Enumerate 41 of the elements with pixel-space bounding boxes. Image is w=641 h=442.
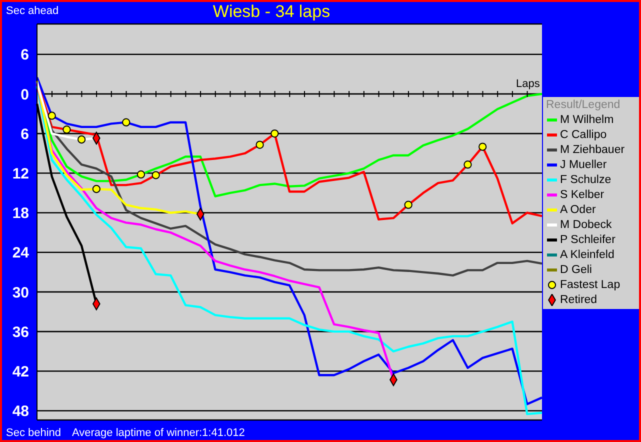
legend-label: J Mueller <box>560 158 607 170</box>
legend-label: Retired <box>560 294 598 306</box>
y-tick-label: 12 <box>12 165 29 182</box>
point <box>136 170 146 179</box>
legend-title: Result/Legend <box>546 99 622 111</box>
point <box>464 160 472 169</box>
y-tick-label: 30 <box>12 284 29 302</box>
point <box>92 184 100 194</box>
legend-label: F Schulze <box>560 174 612 186</box>
y-tick-label: 0 <box>20 86 29 104</box>
legend-label: M Wilhelm <box>560 114 614 126</box>
legend-label: M Ziehbauer <box>560 144 625 156</box>
y-tick-label: 48 <box>12 403 29 420</box>
legend-label: S Kelber <box>560 188 604 200</box>
legend-label: C Callipo <box>560 128 607 140</box>
legend-label: A Oder <box>560 204 596 216</box>
point <box>77 135 86 144</box>
point <box>122 118 130 126</box>
legend-label: M Dobeck <box>560 218 612 230</box>
legend-label: A Kleinfeld <box>560 248 614 260</box>
text: Sec behind <box>6 427 62 439</box>
point <box>404 200 412 209</box>
y-tick-label: 36 <box>12 324 29 341</box>
point <box>152 171 160 180</box>
point <box>256 140 264 149</box>
text: Sec ahead <box>6 5 59 17</box>
y-tick-label: 42 <box>12 363 29 380</box>
legend-label: Fastest Lap <box>560 278 620 290</box>
y-tick-label: 24 <box>12 244 30 262</box>
point <box>62 126 71 134</box>
chart-title: Wiesb - 34 laps <box>212 2 330 21</box>
annotation: Laps <box>516 78 540 90</box>
text: Average laptime of winner:1:41.012 <box>72 427 245 439</box>
point <box>270 130 279 138</box>
legend-label: P Schleifer <box>560 234 616 246</box>
y-tick-label: 18 <box>12 205 29 222</box>
point <box>478 142 487 151</box>
point <box>48 112 56 120</box>
legend-label: D Geli <box>560 264 592 276</box>
y-tick-label: 6 <box>20 126 29 143</box>
y-tick-label: 6 <box>20 46 29 64</box>
